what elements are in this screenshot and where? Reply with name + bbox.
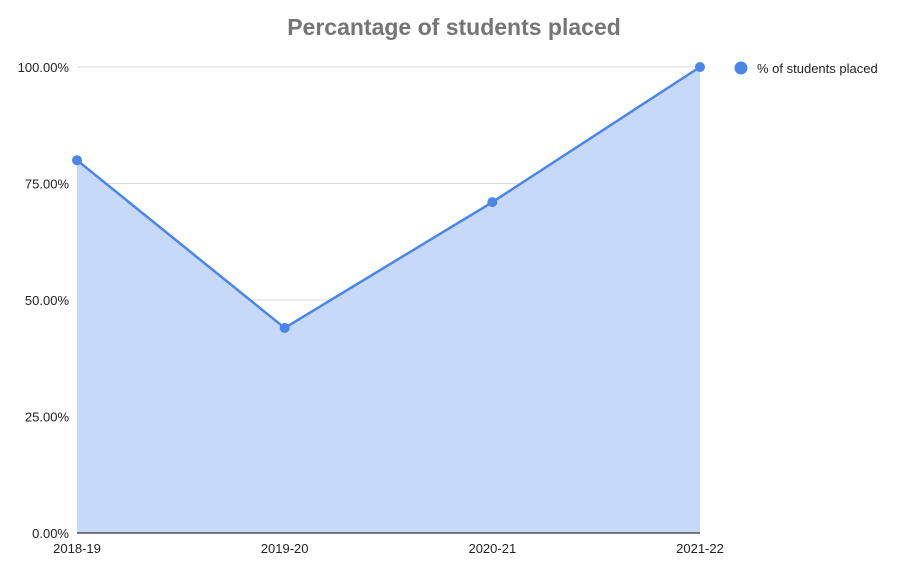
y-tick-label: 0.00% [32,526,69,541]
legend: % of students placed [734,61,878,76]
y-tick-label: 100.00% [18,60,70,75]
series-line [76,65,701,330]
data-points [72,62,705,333]
x-tick-label: 2021-22 [676,541,724,556]
x-tick-label: 2019-20 [261,541,309,556]
data-point-2019-20 [279,322,290,333]
x-axis-ticks: 2018-19 2019-20 2020-21 2021-22 [53,541,724,556]
y-tick-label: 25.00% [25,410,70,425]
data-point-2020-21 [487,197,498,208]
data-point-2018-19 [72,155,82,166]
legend-marker [734,61,748,75]
chart-title: Percantage of students placed [287,14,621,40]
x-tick-label: 2020-21 [468,541,516,556]
series-area-fill [77,67,700,533]
legend-label: % of students placed [757,61,878,76]
data-point-2021-22 [695,62,705,72]
x-tick-label: 2018-19 [53,541,101,556]
y-tick-label: 75.00% [25,177,70,192]
y-axis-ticks: 0.00% 25.00% 50.00% 75.00% 100.00% [18,60,70,541]
y-tick-label: 50.00% [25,293,70,308]
